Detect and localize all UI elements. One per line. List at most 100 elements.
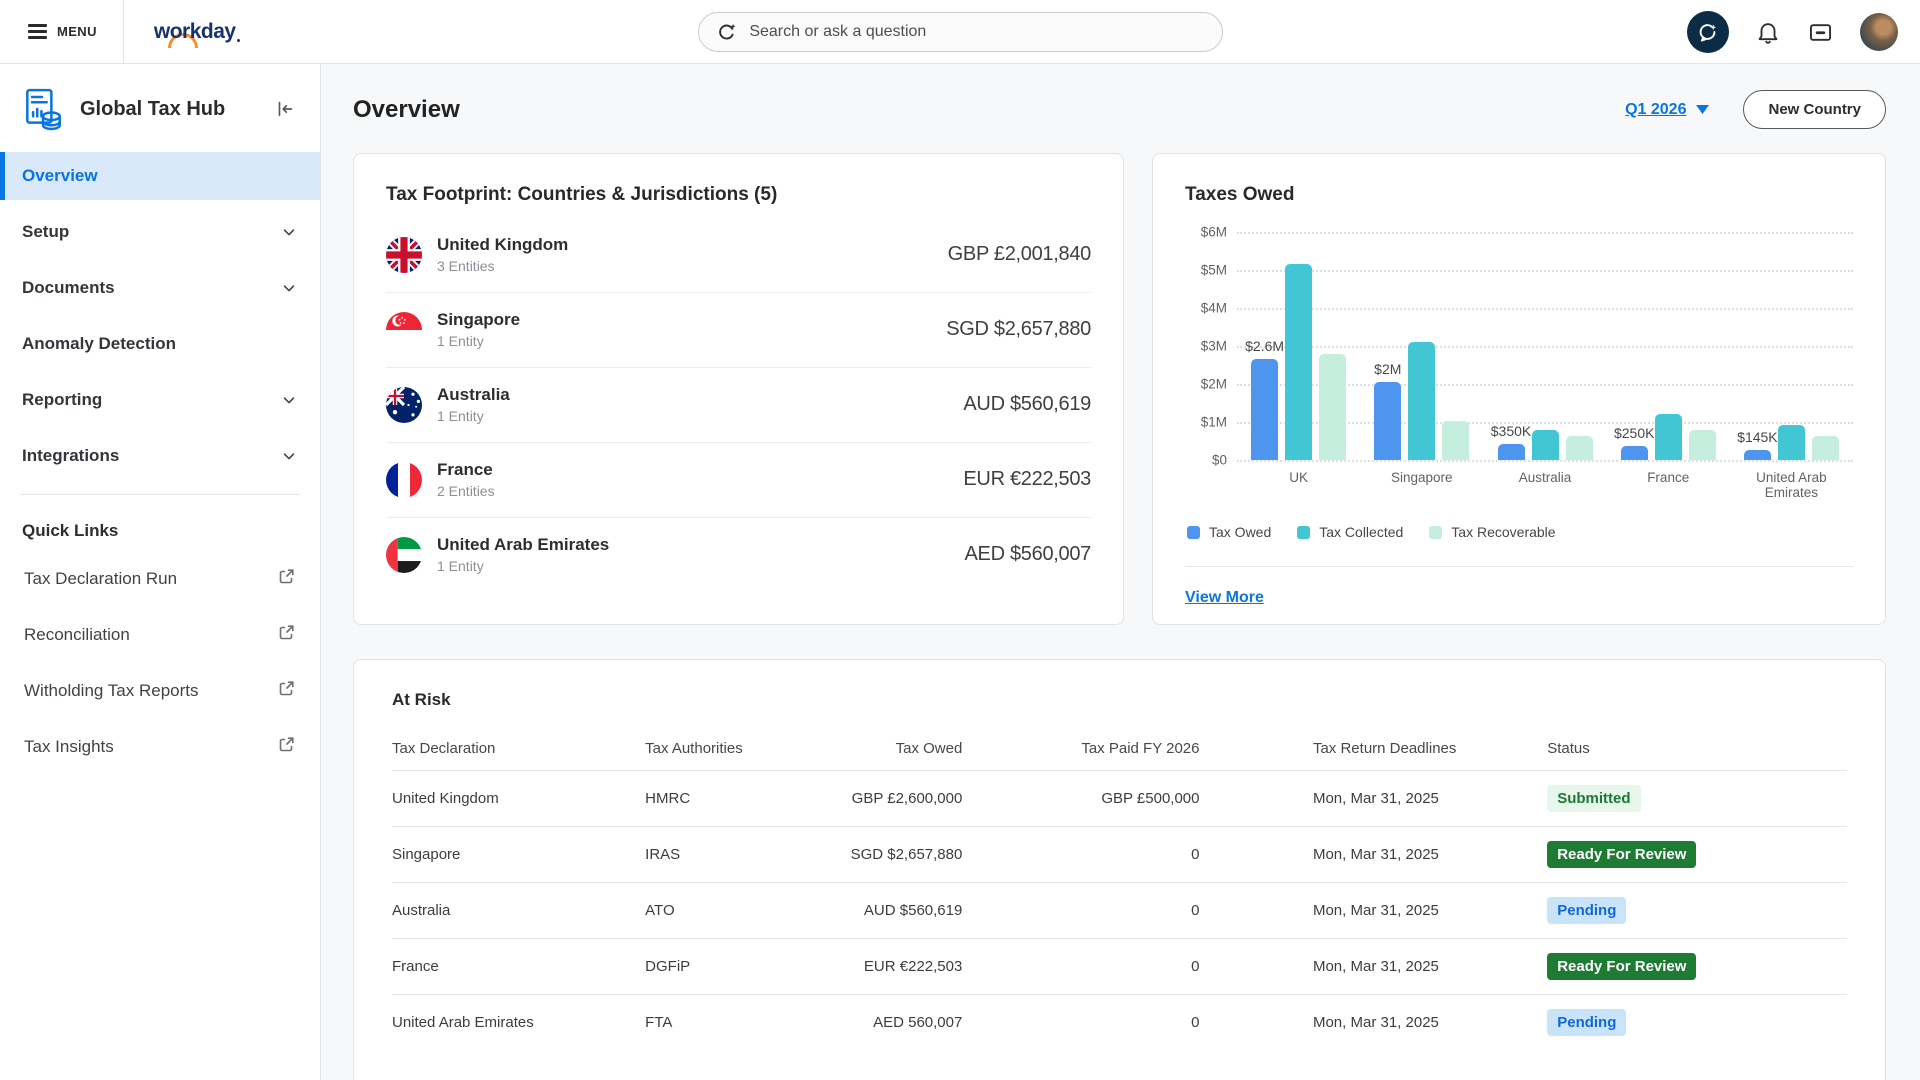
bar-tax-recoverable-united-arab-emirates — [1812, 436, 1839, 460]
quick-links-title: Quick Links — [0, 495, 320, 555]
at-risk-card: At Risk Tax DeclarationTax AuthoritiesTa… — [353, 659, 1886, 1080]
at-risk-table-row: United Arab Emirates FTA AED 560,007 0 M… — [392, 994, 1847, 1050]
risk-deadline: Mon, Mar 31, 2025 — [1313, 790, 1547, 807]
quick-link-label: Witholding Tax Reports — [24, 681, 276, 701]
sidebar-item-documents[interactable]: Documents — [0, 264, 320, 312]
bar-value-label: $2.6M — [1245, 338, 1284, 354]
search-input[interactable] — [749, 23, 1206, 41]
risk-declaration: France — [392, 958, 645, 975]
legend-label: Tax Collected — [1319, 524, 1403, 540]
risk-authority: FTA — [645, 1014, 820, 1031]
bar-group-france: $250K — [1607, 232, 1730, 460]
column-header-tax-owed: Tax Owed — [820, 740, 963, 757]
sidebar-item-overview[interactable]: Overview — [0, 152, 320, 200]
y-tick-label: $3M — [1201, 339, 1227, 354]
quick-link-reconciliation[interactable]: Reconciliation — [0, 611, 320, 659]
footprint-country-row[interactable]: France 2 Entities EUR €222,503 — [386, 443, 1091, 518]
global-search — [698, 12, 1223, 52]
inbox-button[interactable] — [1807, 19, 1834, 46]
bar-tax-recoverable-uk — [1319, 354, 1346, 460]
risk-deadline: Mon, Mar 31, 2025 — [1313, 958, 1547, 975]
quick-link-tax-insights[interactable]: Tax Insights — [0, 723, 320, 771]
at-risk-table-row: Australia ATO AUD $560,619 0 Mon, Mar 31… — [392, 882, 1847, 938]
status-badge: Submitted — [1547, 785, 1640, 812]
notifications-button[interactable] — [1755, 19, 1781, 45]
footprint-entity-count: 1 Entity — [437, 408, 510, 424]
at-risk-table-body: United Kingdom HMRC GBP £2,600,000 GBP £… — [392, 770, 1847, 1050]
sidebar-nav-item-label: Integrations — [22, 446, 280, 466]
bar-tax-owed-france: $250K — [1621, 446, 1648, 460]
risk-tax-owed: GBP £2,600,000 — [820, 790, 963, 807]
footprint-country-name: Singapore — [437, 310, 520, 330]
dropdown-triangle-icon — [1696, 105, 1709, 114]
period-selector[interactable]: Q1 2026 — [1625, 101, 1709, 119]
hamburger-icon — [28, 21, 47, 43]
chevron-down-icon — [280, 223, 298, 241]
risk-tax-owed: AUD $560,619 — [820, 902, 963, 919]
y-tick-label: $5M — [1201, 263, 1227, 278]
sidebar: Global Tax Hub Overview Setup Documents — [0, 64, 321, 1080]
workday-logo[interactable]: workday — [124, 20, 266, 44]
sidebar-item-reporting[interactable]: Reporting — [0, 376, 320, 424]
risk-tax-owed: EUR €222,503 — [820, 958, 963, 975]
quick-link-tax-declaration-run[interactable]: Tax Declaration Run — [0, 555, 320, 603]
column-header-status: Status — [1547, 740, 1847, 757]
new-country-button[interactable]: New Country — [1743, 90, 1886, 129]
bar-group-united-arab-emirates: $145K — [1730, 232, 1853, 460]
at-risk-table-header: Tax DeclarationTax AuthoritiesTax OwedTa… — [392, 726, 1847, 770]
risk-tax-paid: 0 — [962, 902, 1199, 919]
legend-label: Tax Recoverable — [1451, 524, 1555, 540]
footprint-amount: EUR €222,503 — [963, 468, 1091, 491]
country-flag-icon — [386, 237, 422, 273]
at-risk-table: Tax DeclarationTax AuthoritiesTax OwedTa… — [392, 726, 1847, 1050]
collapse-sidebar-button[interactable] — [270, 94, 300, 124]
footprint-entity-count: 1 Entity — [437, 333, 520, 349]
sidebar-item-anomaly-detection[interactable]: Anomaly Detection — [0, 320, 320, 368]
external-link-icon — [276, 567, 296, 592]
menu-button[interactable]: MENU — [0, 0, 123, 63]
quick-link-label: Reconciliation — [24, 625, 276, 645]
footprint-country-row[interactable]: United Kingdom 3 Entities GBP £2,001,840 — [386, 218, 1091, 293]
country-flag-icon — [386, 312, 422, 348]
bar-group-singapore: $2M — [1360, 232, 1483, 460]
collapse-left-icon — [274, 98, 296, 120]
y-tick-label: $1M — [1201, 415, 1227, 430]
risk-deadline: Mon, Mar 31, 2025 — [1313, 846, 1547, 863]
legend-swatch-icon — [1429, 526, 1442, 539]
bar-tax-recoverable-australia — [1566, 436, 1593, 460]
footprint-entity-count: 3 Entities — [437, 258, 568, 274]
view-more-link[interactable]: View More — [1185, 589, 1264, 607]
assistant-button[interactable] — [1687, 11, 1729, 53]
footprint-country-row[interactable]: Singapore 1 Entity SGD $2,657,880 — [386, 293, 1091, 368]
quick-link-witholding-tax-reports[interactable]: Witholding Tax Reports — [0, 667, 320, 715]
sidebar-nav: Overview Setup Documents Anomaly Detecti… — [0, 152, 320, 480]
column-header-tax-paid-fy-2026: Tax Paid FY 2026 — [962, 740, 1199, 757]
country-flag-icon — [386, 387, 422, 423]
status-badge: Ready For Review — [1547, 953, 1696, 980]
bar-group-australia: $350K — [1483, 232, 1606, 460]
footprint-country-row[interactable]: Australia 1 Entity AUD $560,619 — [386, 368, 1091, 443]
risk-authority: IRAS — [645, 846, 820, 863]
quick-link-label: Tax Declaration Run — [24, 569, 276, 589]
bar-tax-collected-australia — [1532, 430, 1559, 460]
gridline — [1237, 460, 1853, 462]
sidebar-item-setup[interactable]: Setup — [0, 208, 320, 256]
bar-tax-recoverable-france — [1689, 430, 1716, 460]
avatar[interactable] — [1860, 13, 1898, 51]
x-tick-label: UK — [1237, 470, 1360, 500]
risk-authority: DGFiP — [645, 958, 820, 975]
risk-tax-owed: AED 560,007 — [820, 1014, 963, 1031]
footprint-amount: GBP £2,001,840 — [948, 243, 1091, 266]
risk-declaration: Singapore — [392, 846, 645, 863]
global-tax-hub-app: MENU workday — [0, 0, 1920, 1080]
bar-tax-collected-united-arab-emirates — [1778, 425, 1805, 460]
risk-tax-paid: GBP £500,000 — [962, 790, 1199, 807]
app-title: Global Tax Hub — [80, 98, 270, 121]
sidebar-nav-item-label: Anomaly Detection — [22, 334, 298, 354]
sidebar-item-integrations[interactable]: Integrations — [0, 432, 320, 480]
topbar: MENU workday — [0, 0, 1920, 64]
footprint-country-row[interactable]: United Arab Emirates 1 Entity AED $560,0… — [386, 518, 1091, 592]
bar-tax-collected-singapore — [1408, 342, 1435, 460]
risk-deadline: Mon, Mar 31, 2025 — [1313, 1014, 1547, 1031]
column-header-tax-authorities: Tax Authorities — [645, 740, 820, 757]
